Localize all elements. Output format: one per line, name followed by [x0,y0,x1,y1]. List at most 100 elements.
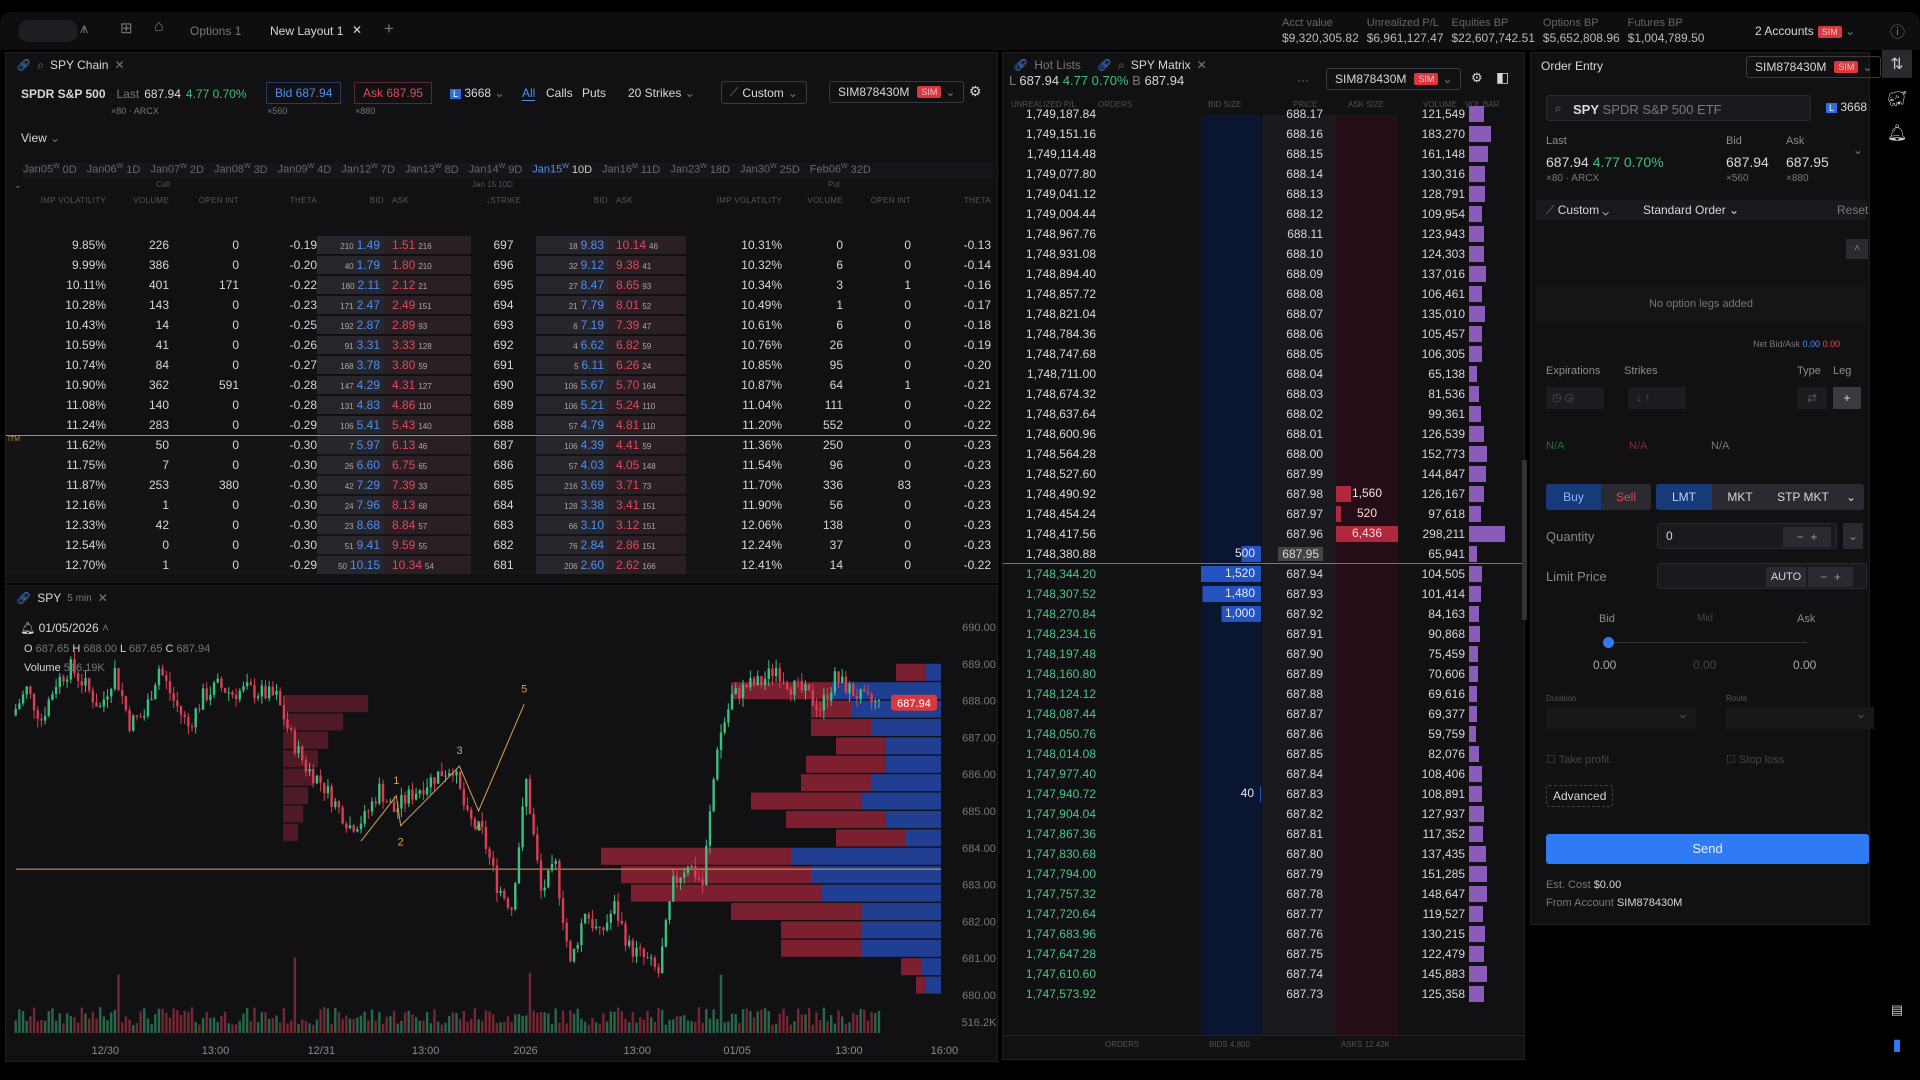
ask-size-cell[interactable] [1336,187,1398,201]
ladder-row[interactable]: 1,747,904.04 687.82 127,937 [1003,804,1524,824]
bid-size-cell[interactable] [1201,107,1261,121]
expiration-tab[interactable]: Jan07W 2D [150,163,204,179]
chain-row[interactable]: 10.28% 143 0 -0.23 171 2.47 2.49 151 694 21 7.79 8.… [6,295,996,315]
duration-dropdown[interactable]: ⌄ [1546,707,1696,729]
link-icon[interactable]: 🔗︎ [16,591,32,605]
ask-size-cell[interactable] [1336,987,1398,1001]
ask-size-cell[interactable] [1336,467,1398,481]
accounts-selector[interactable]: 2 Accounts SIM ⌄ [1755,24,1856,38]
put-ask-cell[interactable]: 5.70 164 [608,376,686,394]
ask-size-cell[interactable]: 1,560 [1336,486,1398,502]
expiration-tab[interactable]: Jan06W 1D [87,163,141,179]
column-header[interactable]: ASK [392,196,409,205]
ladder-row[interactable]: 1,748,234.16 687.91 90,868 [1003,624,1524,644]
ask-size-cell[interactable] [1336,427,1398,441]
piggy-bank-icon[interactable]: 🐖︎ [1886,91,1908,108]
orders-cell[interactable] [1098,547,1198,561]
expiration-tab[interactable]: Jan05W 0D [23,163,77,179]
ladder-row[interactable]: 1,748,380.88 500 687.95 65,941 [1003,544,1524,564]
ladder-row[interactable]: 1,748,454.24 687.97 520 97,618 [1003,504,1524,524]
tab-options-1[interactable]: Options 1 [190,24,242,38]
put-ask-cell[interactable]: 2.86 151 [608,536,686,554]
ladder-row[interactable]: 1,748,894.40 688.09 137,016 [1003,264,1524,284]
bid-size-cell[interactable] [1201,427,1261,441]
put-bid-cell[interactable]: 128 3.38 [536,496,608,514]
bid-size-cell[interactable] [1201,987,1261,1001]
status-icon[interactable]: ▮ [1892,1037,1902,1054]
ask-size-cell[interactable] [1336,767,1398,781]
put-ask-cell[interactable]: 3.12 151 [608,516,686,534]
settings-gear-icon[interactable]: ⚙ [969,83,982,99]
orders-cell[interactable] [1098,447,1198,461]
orders-cell[interactable] [1098,647,1198,661]
orders-cell[interactable] [1098,507,1198,521]
chain-row[interactable]: 9.85% 226 0 -0.19 210 1.49 1.51 216 697 18 9.83 10.… [6,235,996,255]
ask-size-cell[interactable] [1336,927,1398,941]
bid-size-cell[interactable] [1201,387,1261,401]
chat-icon[interactable]: ▤ [1890,1002,1904,1017]
put-ask-cell[interactable]: 4.41 59 [608,436,686,454]
orders-cell[interactable] [1098,187,1198,201]
ladder-row[interactable]: 1,748,344.20 1,520 687.94 104,505 [1003,564,1524,584]
orders-cell[interactable] [1098,827,1198,841]
quantity-chevron-icon[interactable]: ⌄ [1843,523,1863,549]
call-bid-cell[interactable]: 26 6.60 [317,456,384,474]
orders-cell[interactable] [1098,267,1198,281]
bid-size-cell[interactable] [1201,967,1261,981]
filter-puts[interactable]: Puts [582,86,607,100]
trade-arrows-icon[interactable]: ⇅ [1882,50,1912,78]
orders-cell[interactable] [1098,687,1198,701]
ask-size-cell[interactable] [1336,327,1398,341]
ladder-row[interactable]: 1,748,600.96 688.01 126,539 [1003,424,1524,444]
strikes-dropdown[interactable]: 20 Strikes ⌄ [628,86,695,100]
chain-row[interactable]: 10.11% 401 171 -0.22 180 2.11 2.12 21 695 27 8.47 8… [6,275,996,295]
bid-size-cell[interactable] [1201,487,1261,501]
orders-cell[interactable] [1098,807,1198,821]
stp-mkt-button[interactable]: STP MKT [1777,490,1829,504]
call-bid-cell[interactable]: 7 5.97 [317,436,384,454]
call-bid-cell[interactable]: 192 2.87 [317,316,384,334]
expand-chevron-icon[interactable]: ⌄ [1853,143,1864,157]
column-header[interactable]: OPEN INT [198,196,239,205]
quantity-input[interactable]: 0 − + [1657,523,1837,549]
ladder-row[interactable]: 1,748,747.68 688.05 106,305 [1003,344,1524,364]
ladder-row[interactable]: 1,747,610.60 687.74 145,883 [1003,964,1524,984]
filter-icon[interactable]: ⩚ [80,20,89,37]
orders-cell[interactable] [1098,327,1198,341]
orders-cell[interactable] [1098,367,1198,381]
orders-cell[interactable] [1098,427,1198,441]
orders-cell[interactable] [1098,707,1198,721]
advanced-button[interactable]: Advanced [1546,785,1614,807]
bid-size-cell[interactable] [1201,767,1261,781]
ask-size-cell[interactable] [1336,647,1398,661]
put-bid-cell[interactable]: 57 4.79 [536,416,608,434]
orders-cell[interactable] [1098,867,1198,881]
ladder-row[interactable]: 1,747,940.72 40 687.83 108,891 [1003,784,1524,804]
put-bid-cell[interactable]: 6 7.19 [536,316,608,334]
orders-cell[interactable] [1098,107,1198,121]
orders-cell[interactable] [1098,967,1198,981]
buy-button[interactable]: Buy [1546,484,1601,510]
bid-size-cell[interactable] [1201,347,1261,361]
expiration-tab[interactable]: Jan12W 7D [341,163,395,179]
bid-size-cell[interactable] [1201,687,1261,701]
ladder-row[interactable]: 1,749,187.84 688.17 121,549 [1003,104,1524,124]
ask-size-cell[interactable] [1336,667,1398,681]
column-header[interactable]: BID [593,196,608,205]
close-tab-icon[interactable]: ✕ [352,23,363,37]
ask-size-cell[interactable] [1336,367,1398,381]
orders-cell[interactable] [1098,947,1198,961]
ask-size-cell[interactable] [1336,907,1398,921]
send-button[interactable]: Send [1546,834,1869,864]
ladder-row[interactable]: 1,748,784.36 688.06 105,457 [1003,324,1524,344]
ask-size-cell[interactable] [1336,827,1398,841]
bid-size-cell[interactable] [1201,207,1261,221]
bid-size-cell[interactable] [1201,267,1261,281]
bid-size-cell[interactable] [1201,187,1261,201]
ask-size-cell[interactable] [1336,287,1398,301]
ask-size-cell[interactable] [1336,447,1398,461]
more-options-button[interactable]: ··· [1297,73,1309,87]
ladder-row[interactable]: 1,748,931.08 688.10 124,303 [1003,244,1524,264]
chain-row[interactable]: 12.70% 1 0 -0.29 50 10.15 10.34 54 681 206 2.60 2.6… [6,555,996,575]
ladder-row[interactable]: 1,747,757.32 687.78 148,647 [1003,884,1524,904]
